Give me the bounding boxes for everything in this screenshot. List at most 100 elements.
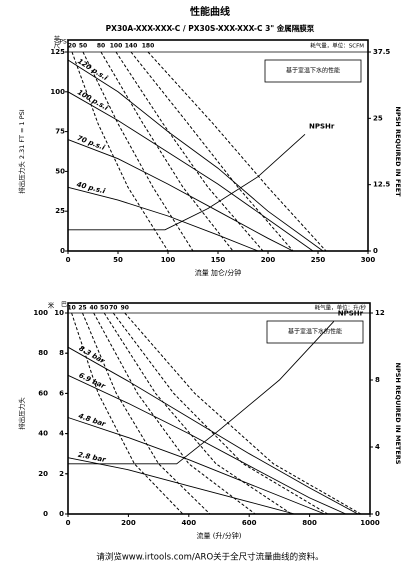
y3-tick-label: 8 <box>59 349 64 357</box>
curve <box>68 133 306 231</box>
curve <box>67 186 259 252</box>
note: 基于室温下水的性能 <box>286 67 340 75</box>
curve <box>68 321 335 465</box>
y3-tick-label: 6 <box>59 389 64 397</box>
curve <box>67 139 294 252</box>
y-tick-label: 20 <box>38 470 48 478</box>
y-tick-label: 50 <box>55 167 65 175</box>
air-tick-label: 50 <box>100 305 108 312</box>
y2-tick-label: 0 <box>373 247 378 255</box>
y3-tick-label: 0 <box>59 510 64 518</box>
air-label: 耗气量，单位：SCFM <box>310 42 364 50</box>
x-tick-label: 0 <box>66 519 71 527</box>
y-tick-label: 125 <box>50 48 65 56</box>
y-tick-label: 100 <box>33 309 48 317</box>
air-tick-label: 50 <box>79 43 87 50</box>
curve <box>115 51 264 252</box>
y-tick-label: 40 <box>38 430 48 438</box>
curve <box>67 346 359 515</box>
x-tick-label: 800 <box>302 519 317 527</box>
y-unit: 英尺 <box>52 34 60 50</box>
y-tick-label: 100 <box>50 88 65 96</box>
x-tick-label: 200 <box>261 256 276 264</box>
air-tick-label: 40 <box>89 305 97 312</box>
x-tick-label: 400 <box>181 519 196 527</box>
curve <box>67 417 325 515</box>
curve <box>100 51 234 252</box>
y2-tick-label: 8 <box>375 376 380 384</box>
page-title: 性能曲线 <box>189 5 230 18</box>
pressure-label: 120 p.s.i <box>76 57 109 82</box>
y3-tick-label: 4 <box>59 430 64 438</box>
curve <box>71 312 184 515</box>
y-tick-label: 0 <box>60 247 65 255</box>
air-tick-label: 25 <box>78 305 86 312</box>
curve <box>93 312 256 515</box>
curve <box>67 91 314 252</box>
y-tick-label: 80 <box>38 349 48 357</box>
y3-tick-label: 10 <box>54 309 64 317</box>
plot-frame <box>67 302 371 515</box>
curve <box>82 51 194 252</box>
curve <box>112 312 328 515</box>
x-tick-label: 50 <box>113 256 123 264</box>
air-tick-label: 70 <box>109 305 117 312</box>
y2-tick-label: 12 <box>375 309 385 317</box>
y-axis-title: 排出压力头 2.31 FT = 1 PSI <box>17 109 26 194</box>
x-tick-label: 250 <box>311 256 326 264</box>
y-unit-2: 巴 <box>61 302 67 309</box>
air-tick-label: 80 <box>97 43 105 50</box>
npsh-label: NPSHr <box>338 309 364 317</box>
curve <box>71 51 169 252</box>
curve <box>103 312 292 515</box>
x-tick-label: 150 <box>211 256 226 264</box>
x-tick-label: 100 <box>161 256 176 264</box>
air-tick-label: 20 <box>68 43 76 50</box>
pressure-label: 6.9 bar <box>77 371 106 390</box>
x-tick-label: 0 <box>66 256 71 264</box>
air-tick-label: 100 <box>110 43 123 50</box>
footer: 请浏览www.irtools.com/ARO关于全尺寸流量曲线的资料。 <box>96 552 323 563</box>
note-box <box>266 320 364 344</box>
air-tick-label: 180 <box>142 43 155 50</box>
y2-axis-title: NPSH REQUIRED IN METERS <box>394 363 402 465</box>
y2-tick-label: 37.5 <box>373 48 390 56</box>
curve <box>67 59 324 252</box>
note-box <box>264 59 362 83</box>
y2-tick-label: 25 <box>373 114 383 122</box>
air-tick-label: 10 <box>67 305 75 312</box>
x-tick-label: 600 <box>242 519 257 527</box>
air-tick-label: 140 <box>125 43 138 50</box>
y3-tick-label: 2 <box>59 470 64 478</box>
air-label: 耗气量，单位：升/秒 <box>315 304 367 312</box>
npsh-label: NPSHr <box>309 122 335 130</box>
y-unit-2: PSI <box>59 39 68 46</box>
y2-axis-title: NPSH REQUIRED IN FEET <box>394 106 402 197</box>
curve <box>67 457 295 515</box>
curve <box>67 374 346 515</box>
note: 基于室温下水的性能 <box>288 328 342 336</box>
x-tick-label: 300 <box>361 256 376 264</box>
x-tick-label: 200 <box>121 519 136 527</box>
pressure-label: 70 p.s.i <box>76 134 107 152</box>
curve <box>82 312 211 515</box>
y2-tick-label: 0 <box>375 510 380 518</box>
y-tick-label: 25 <box>55 207 65 215</box>
page-subtitle: PX30A-XXX-XXX-C / PX30S-XXX-XXX-C 3" 金属隔… <box>106 23 315 33</box>
x-axis-title: 流量 (升/分钟) <box>196 531 241 540</box>
y-tick-label: 75 <box>55 128 65 136</box>
x-axis-title: 流量 加仑/分钟 <box>195 268 242 277</box>
y-axis-title: 排出压力头 <box>17 397 26 430</box>
y2-tick-label: 4 <box>375 443 380 451</box>
y-tick-label: 0 <box>43 510 48 518</box>
curve <box>130 51 294 252</box>
air-tick-label: 90 <box>121 305 129 312</box>
y-tick-label: 60 <box>38 389 48 397</box>
x-tick-label: 1000 <box>360 519 380 527</box>
y2-tick-label: 12.5 <box>373 181 390 189</box>
curve <box>124 312 362 515</box>
pressure-label: 4.8 bar <box>77 412 107 429</box>
y-unit: 米 <box>46 300 54 309</box>
